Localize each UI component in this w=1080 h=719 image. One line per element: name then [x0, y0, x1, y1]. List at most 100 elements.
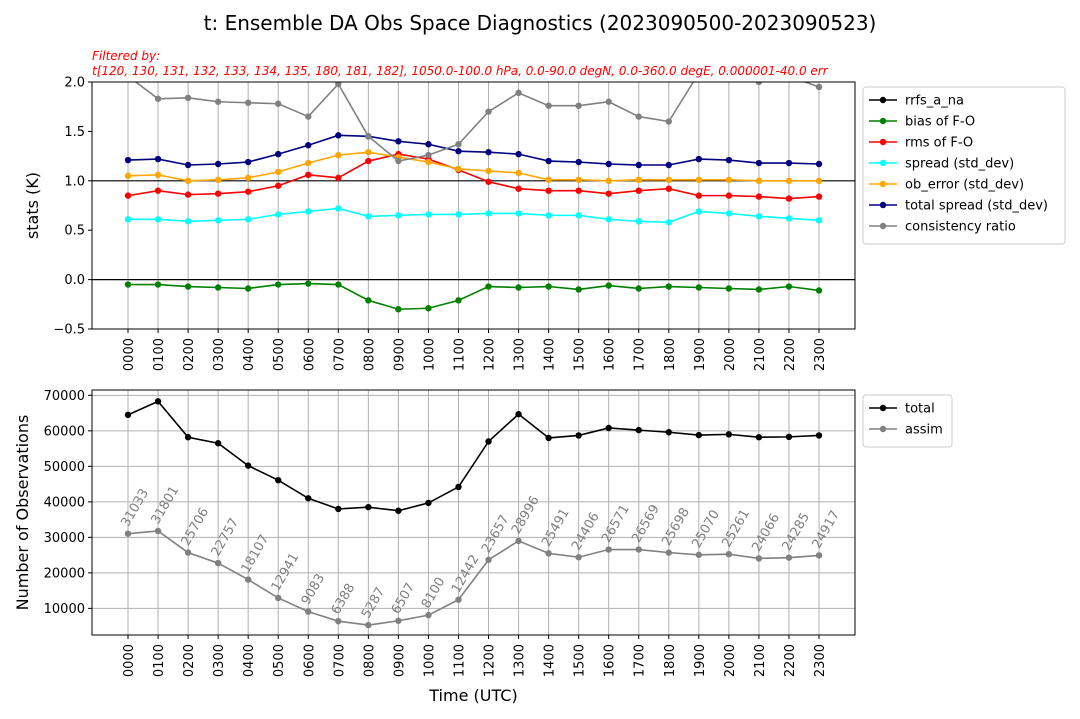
x-tick-label: 0000 [122, 338, 137, 371]
data-point [785, 195, 793, 202]
data-point [425, 151, 432, 159]
data-point [515, 185, 522, 192]
data-point [275, 150, 282, 158]
data-point [545, 176, 552, 184]
legend-swatch-marker [879, 201, 887, 209]
data-point [815, 552, 823, 559]
x-tick-label: 0200 [182, 644, 197, 677]
data-point [755, 434, 763, 441]
data-point [214, 217, 222, 224]
data-label: 25070 [689, 508, 723, 551]
legend-label: spread (std_dev) [905, 157, 1014, 172]
data-point [305, 495, 312, 502]
y-tick-label: 50000 [44, 460, 85, 475]
filter-detail: t[120, 130, 131, 132, 133, 134, 135, 180… [92, 64, 829, 78]
data-point [575, 554, 582, 561]
data-point [695, 208, 703, 215]
data-point [184, 161, 192, 169]
data-label: 24406 [569, 510, 603, 553]
data-point [515, 169, 522, 177]
data-point [785, 159, 793, 167]
data-point [695, 551, 703, 559]
data-point [275, 182, 282, 189]
data-point [124, 281, 132, 288]
data-point [425, 499, 432, 507]
data-point [124, 172, 132, 180]
data-point [124, 156, 132, 164]
data-point [815, 287, 823, 294]
data-point [575, 432, 582, 439]
data-point [515, 410, 522, 418]
x-tick-label: 1000 [422, 644, 437, 677]
x-tick-label: 1200 [483, 644, 498, 677]
data-label: 25706 [179, 505, 213, 548]
data-label: 8100 [419, 575, 449, 611]
data-point [755, 213, 763, 220]
x-tick-label: 0800 [362, 338, 377, 371]
x-tick-label: 1700 [633, 644, 648, 677]
y-tick-label: 60000 [44, 424, 85, 439]
legend-label: assim [905, 423, 943, 438]
data-point [545, 157, 552, 165]
data-label: 18107 [239, 532, 273, 575]
data-point [725, 156, 733, 164]
data-label: 12941 [269, 551, 303, 594]
x-tick-label: 1700 [633, 338, 648, 371]
series-rms-of-f-o [124, 150, 823, 202]
x-tick-label: 0900 [392, 338, 407, 371]
data-point [605, 216, 612, 223]
data-point [785, 215, 793, 222]
x-tick-label: 0700 [332, 338, 347, 371]
y-tick-label: 30000 [44, 531, 85, 546]
data-point [335, 281, 342, 288]
data-point [395, 212, 402, 219]
data-point [755, 286, 763, 293]
data-point [545, 434, 552, 442]
data-point [665, 185, 672, 192]
data-point [154, 527, 162, 535]
x-tick-label: 2100 [753, 338, 768, 371]
data-point [455, 141, 462, 148]
data-point [635, 113, 642, 120]
data-point [725, 192, 733, 199]
legend-swatch-marker [879, 180, 887, 188]
data-point [605, 282, 612, 289]
x-tick-label: 0900 [392, 644, 407, 677]
data-point [725, 176, 733, 184]
x-axis: 0000 0100 0200 0300 0400 0500 0600 0700 0800 0900… [122, 329, 828, 371]
x-tick-label: 1600 [603, 644, 618, 677]
data-point [605, 98, 612, 105]
legend-label: rms of F-O [905, 136, 973, 151]
x-tick-label: 1800 [663, 644, 678, 677]
legend: total assim [862, 394, 953, 448]
data-point [575, 212, 582, 219]
legend-swatch-marker [879, 138, 887, 146]
legend-entry: total spread (std_dev) [869, 199, 1048, 214]
data-point [184, 177, 192, 184]
x-tick-label: 0600 [302, 644, 317, 677]
data-label: 31033 [118, 486, 152, 529]
series-spread-std-dev- [124, 205, 823, 226]
data-point [154, 187, 162, 194]
legend-box [862, 86, 1066, 245]
x-axis: 0000 0100 0200 0300 0400 0500 0600 0700 0800 0900… [122, 635, 828, 677]
data-point [485, 556, 492, 564]
legend-label: bias of F-O [905, 115, 975, 130]
y-tick-label: 70000 [44, 389, 85, 404]
data-point [785, 433, 793, 441]
series-line [128, 282, 820, 311]
data-point [605, 190, 612, 197]
data-point [154, 95, 162, 102]
data-point [665, 176, 672, 184]
data-point [305, 280, 312, 287]
data-label: 6507 [389, 581, 419, 617]
data-point [485, 148, 492, 156]
y-tick-label: 1.5 [64, 125, 85, 140]
data-label: 24285 [779, 510, 813, 553]
x-tick-label: 1400 [543, 644, 558, 677]
data-point [695, 176, 703, 184]
x-tick-label: 1900 [693, 338, 708, 371]
